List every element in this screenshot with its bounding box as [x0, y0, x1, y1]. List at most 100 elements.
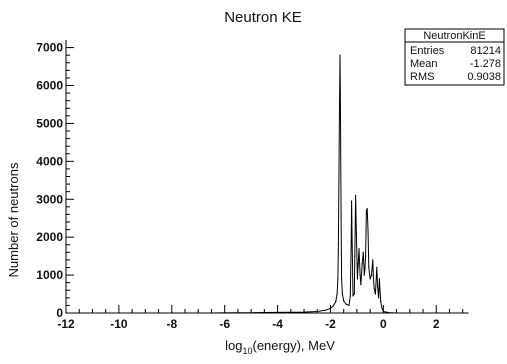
x-axis-label-prefix: log [225, 338, 242, 353]
y-tick-label: 1000 [36, 268, 63, 282]
x-tick-label: 0 [380, 317, 387, 331]
histogram-point [276, 311, 279, 314]
y-axis-label: Number of neutrons [6, 162, 21, 277]
histogram-point [367, 228, 369, 231]
histogram-point [372, 259, 374, 261]
histogram-point [337, 278, 339, 280]
y-tick-label: 3000 [36, 192, 63, 206]
x-tick-label: -6 [219, 317, 230, 331]
histogram-point [324, 309, 326, 311]
histogram-point [374, 293, 377, 295]
y-axis-ticks: 0 1000 2000 3000 4000 5000 6000 7000 [36, 41, 74, 320]
stats-box-frame [404, 28, 505, 86]
stats-entries-label: Entries [410, 45, 445, 57]
histogram-point [382, 310, 384, 313]
histogram-point [369, 278, 371, 280]
stats-entries-value: 81214 [470, 45, 501, 57]
histogram-point [378, 278, 381, 280]
histogram-point [349, 295, 351, 297]
histogram-point [357, 263, 359, 265]
stats-rms-label: RMS [410, 71, 434, 83]
x-axis-label-subscript: 10 [242, 346, 252, 356]
histogram-point [376, 285, 379, 288]
histogram-point [336, 293, 338, 295]
histogram-point [345, 303, 347, 305]
histogram-point [368, 266, 370, 269]
histogram-point [303, 311, 305, 313]
x-tick-label: -8 [166, 317, 177, 331]
histogram-point [361, 263, 363, 265]
x-tick-label: -4 [272, 317, 283, 331]
histogram-point [395, 312, 398, 314]
histogram-point [339, 115, 342, 117]
histogram-point [337, 244, 340, 246]
y-tick-label: 5000 [36, 116, 63, 130]
histogram-point [341, 293, 343, 295]
histogram-point [388, 312, 390, 314]
y-tick-label: 4000 [36, 154, 63, 168]
histogram-point [365, 255, 367, 257]
histogram-point [360, 283, 362, 286]
histogram-point [210, 312, 213, 314]
stats-mean-label: Mean [410, 58, 438, 70]
histogram-point [359, 274, 361, 276]
histogram-point [329, 307, 332, 310]
histogram-series-line [66, 54, 468, 314]
x-axis-label-suffix: (energy), MeV [253, 338, 336, 353]
y-tick-label: 2000 [36, 230, 63, 244]
x-tick-label: 2 [433, 317, 440, 331]
stats-box-name: NeutronKinE [423, 30, 485, 42]
histogram-point [348, 304, 350, 307]
chart-title: Neutron KE [224, 9, 302, 26]
stats-box: NeutronKinE Entries 81214 Mean -1.278 RM… [404, 28, 505, 86]
histogram-point [338, 179, 340, 181]
histogram-point [364, 268, 366, 270]
histogram-point [372, 274, 374, 276]
histogram-point [467, 312, 469, 314]
histogram-point [358, 247, 360, 250]
histogram-point [352, 295, 354, 297]
histogram-point [65, 312, 67, 314]
histogram-point [316, 310, 318, 313]
histogram-point [340, 278, 343, 280]
y-tick-label: 0 [56, 306, 63, 320]
histogram-point [354, 194, 357, 197]
histogram-point [380, 301, 382, 303]
histogram-point [118, 312, 120, 314]
histogram-point [332, 305, 334, 307]
stats-rms-value: 0.9038 [467, 71, 501, 83]
histogram-point [224, 312, 226, 314]
histogram-point [343, 300, 345, 302]
histogram-point [340, 217, 342, 219]
histogram-point [353, 293, 355, 295]
histogram-point [378, 297, 380, 299]
x-tick-label: -10 [110, 317, 128, 331]
histogram-point [338, 103, 341, 106]
histogram-point [365, 210, 368, 212]
y-tick-label: 7000 [36, 41, 63, 55]
y-tick-label: 6000 [36, 79, 63, 93]
histogram-point [381, 307, 383, 310]
histogram-point [356, 278, 359, 280]
stats-mean-value: -1.278 [470, 58, 501, 70]
histogram-point [250, 312, 252, 314]
x-axis-label: log10(energy), MeV [225, 338, 335, 356]
histogram-point [350, 247, 352, 250]
histogram-point [354, 255, 356, 257]
histogram-point [376, 266, 378, 269]
histogram-point [373, 287, 375, 289]
histogram-point [366, 208, 368, 210]
histogram-point [351, 244, 353, 246]
series-layer [65, 54, 469, 314]
x-tick-label: -2 [325, 317, 336, 331]
histogram-point [339, 54, 341, 56]
histogram-point [370, 274, 373, 276]
histogram-point [351, 200, 353, 202]
histogram-point [363, 274, 365, 276]
histogram-point [171, 312, 173, 314]
histogram-point [362, 251, 364, 253]
x-axis-ticks: -12 -10 -8 -6 -4 -2 0 2 [57, 305, 464, 331]
histogram-point [335, 301, 337, 303]
